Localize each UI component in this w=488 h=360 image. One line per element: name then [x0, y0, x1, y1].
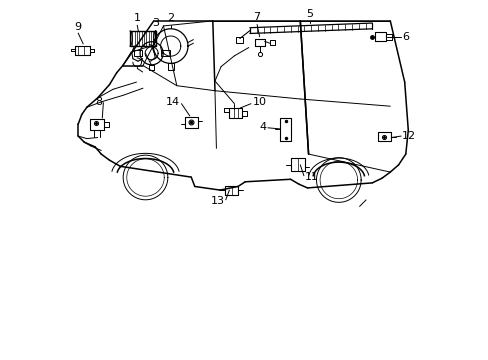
Text: 5: 5: [306, 9, 313, 19]
Polygon shape: [228, 108, 242, 118]
Polygon shape: [167, 63, 173, 70]
Text: 7: 7: [253, 12, 260, 22]
Text: 14: 14: [166, 96, 180, 107]
Polygon shape: [236, 37, 243, 43]
Polygon shape: [161, 50, 169, 56]
Text: 12: 12: [401, 131, 415, 141]
Text: 2: 2: [167, 13, 174, 23]
Text: 9: 9: [75, 22, 81, 32]
Polygon shape: [377, 132, 390, 141]
Polygon shape: [89, 119, 104, 130]
Text: 8: 8: [95, 96, 102, 107]
Text: 10: 10: [252, 96, 266, 107]
Text: 1: 1: [133, 13, 141, 23]
Text: 6: 6: [401, 32, 408, 42]
Polygon shape: [255, 39, 264, 46]
Text: 13: 13: [210, 196, 224, 206]
Polygon shape: [224, 186, 238, 195]
Polygon shape: [90, 49, 94, 52]
Polygon shape: [279, 118, 291, 141]
Text: 11: 11: [305, 172, 318, 182]
Polygon shape: [184, 117, 197, 128]
Polygon shape: [130, 31, 156, 46]
Text: 3: 3: [151, 18, 159, 28]
Polygon shape: [374, 32, 386, 41]
Polygon shape: [291, 158, 304, 171]
Polygon shape: [75, 46, 90, 55]
Polygon shape: [133, 50, 142, 56]
Text: 4: 4: [259, 122, 266, 132]
